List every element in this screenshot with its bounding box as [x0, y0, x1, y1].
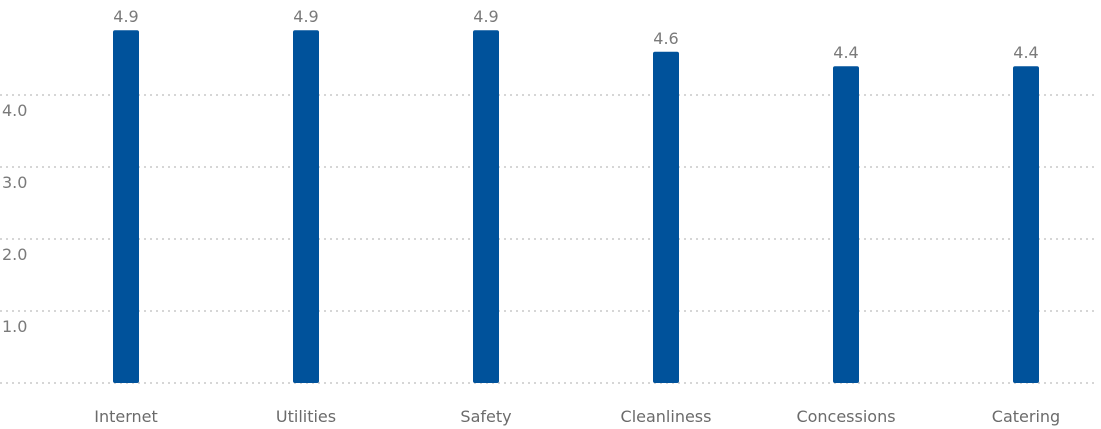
x-tick-label: Utilities: [276, 407, 336, 426]
bar[interactable]: [833, 66, 859, 383]
data-label: 4.4: [1013, 43, 1038, 62]
bar[interactable]: [653, 51, 679, 384]
y-tick-label: 3.0: [2, 173, 27, 192]
data-label: 4.4: [833, 43, 858, 62]
bar[interactable]: [113, 30, 139, 383]
data-label: 4.9: [293, 7, 318, 26]
bars: [113, 30, 1039, 384]
data-label: 4.6: [653, 29, 678, 48]
x-axis: Internet Utilities Safety Cleanliness Conces…: [94, 407, 1060, 426]
bar[interactable]: [293, 30, 319, 383]
y-axis: 1.0 2.0 3.0 4.0: [2, 101, 27, 336]
data-label: 4.9: [473, 7, 498, 26]
grid-layer: [0, 94, 1095, 384]
value-labels: 4.9 4.9 4.9 4.6 4.4 4.4: [113, 7, 1038, 62]
x-tick-label: Cleanliness: [621, 407, 712, 426]
x-tick-label: Concessions: [796, 407, 895, 426]
bar[interactable]: [1013, 66, 1039, 383]
x-tick-label: Internet: [94, 407, 158, 426]
x-tick-label: Safety: [460, 407, 511, 426]
y-tick-label: 1.0: [2, 317, 27, 336]
y-tick-label: 2.0: [2, 245, 27, 264]
y-tick-label: 4.0: [2, 101, 27, 120]
x-tick-label: Catering: [992, 407, 1060, 426]
data-label: 4.9: [113, 7, 138, 26]
bar[interactable]: [473, 30, 499, 383]
